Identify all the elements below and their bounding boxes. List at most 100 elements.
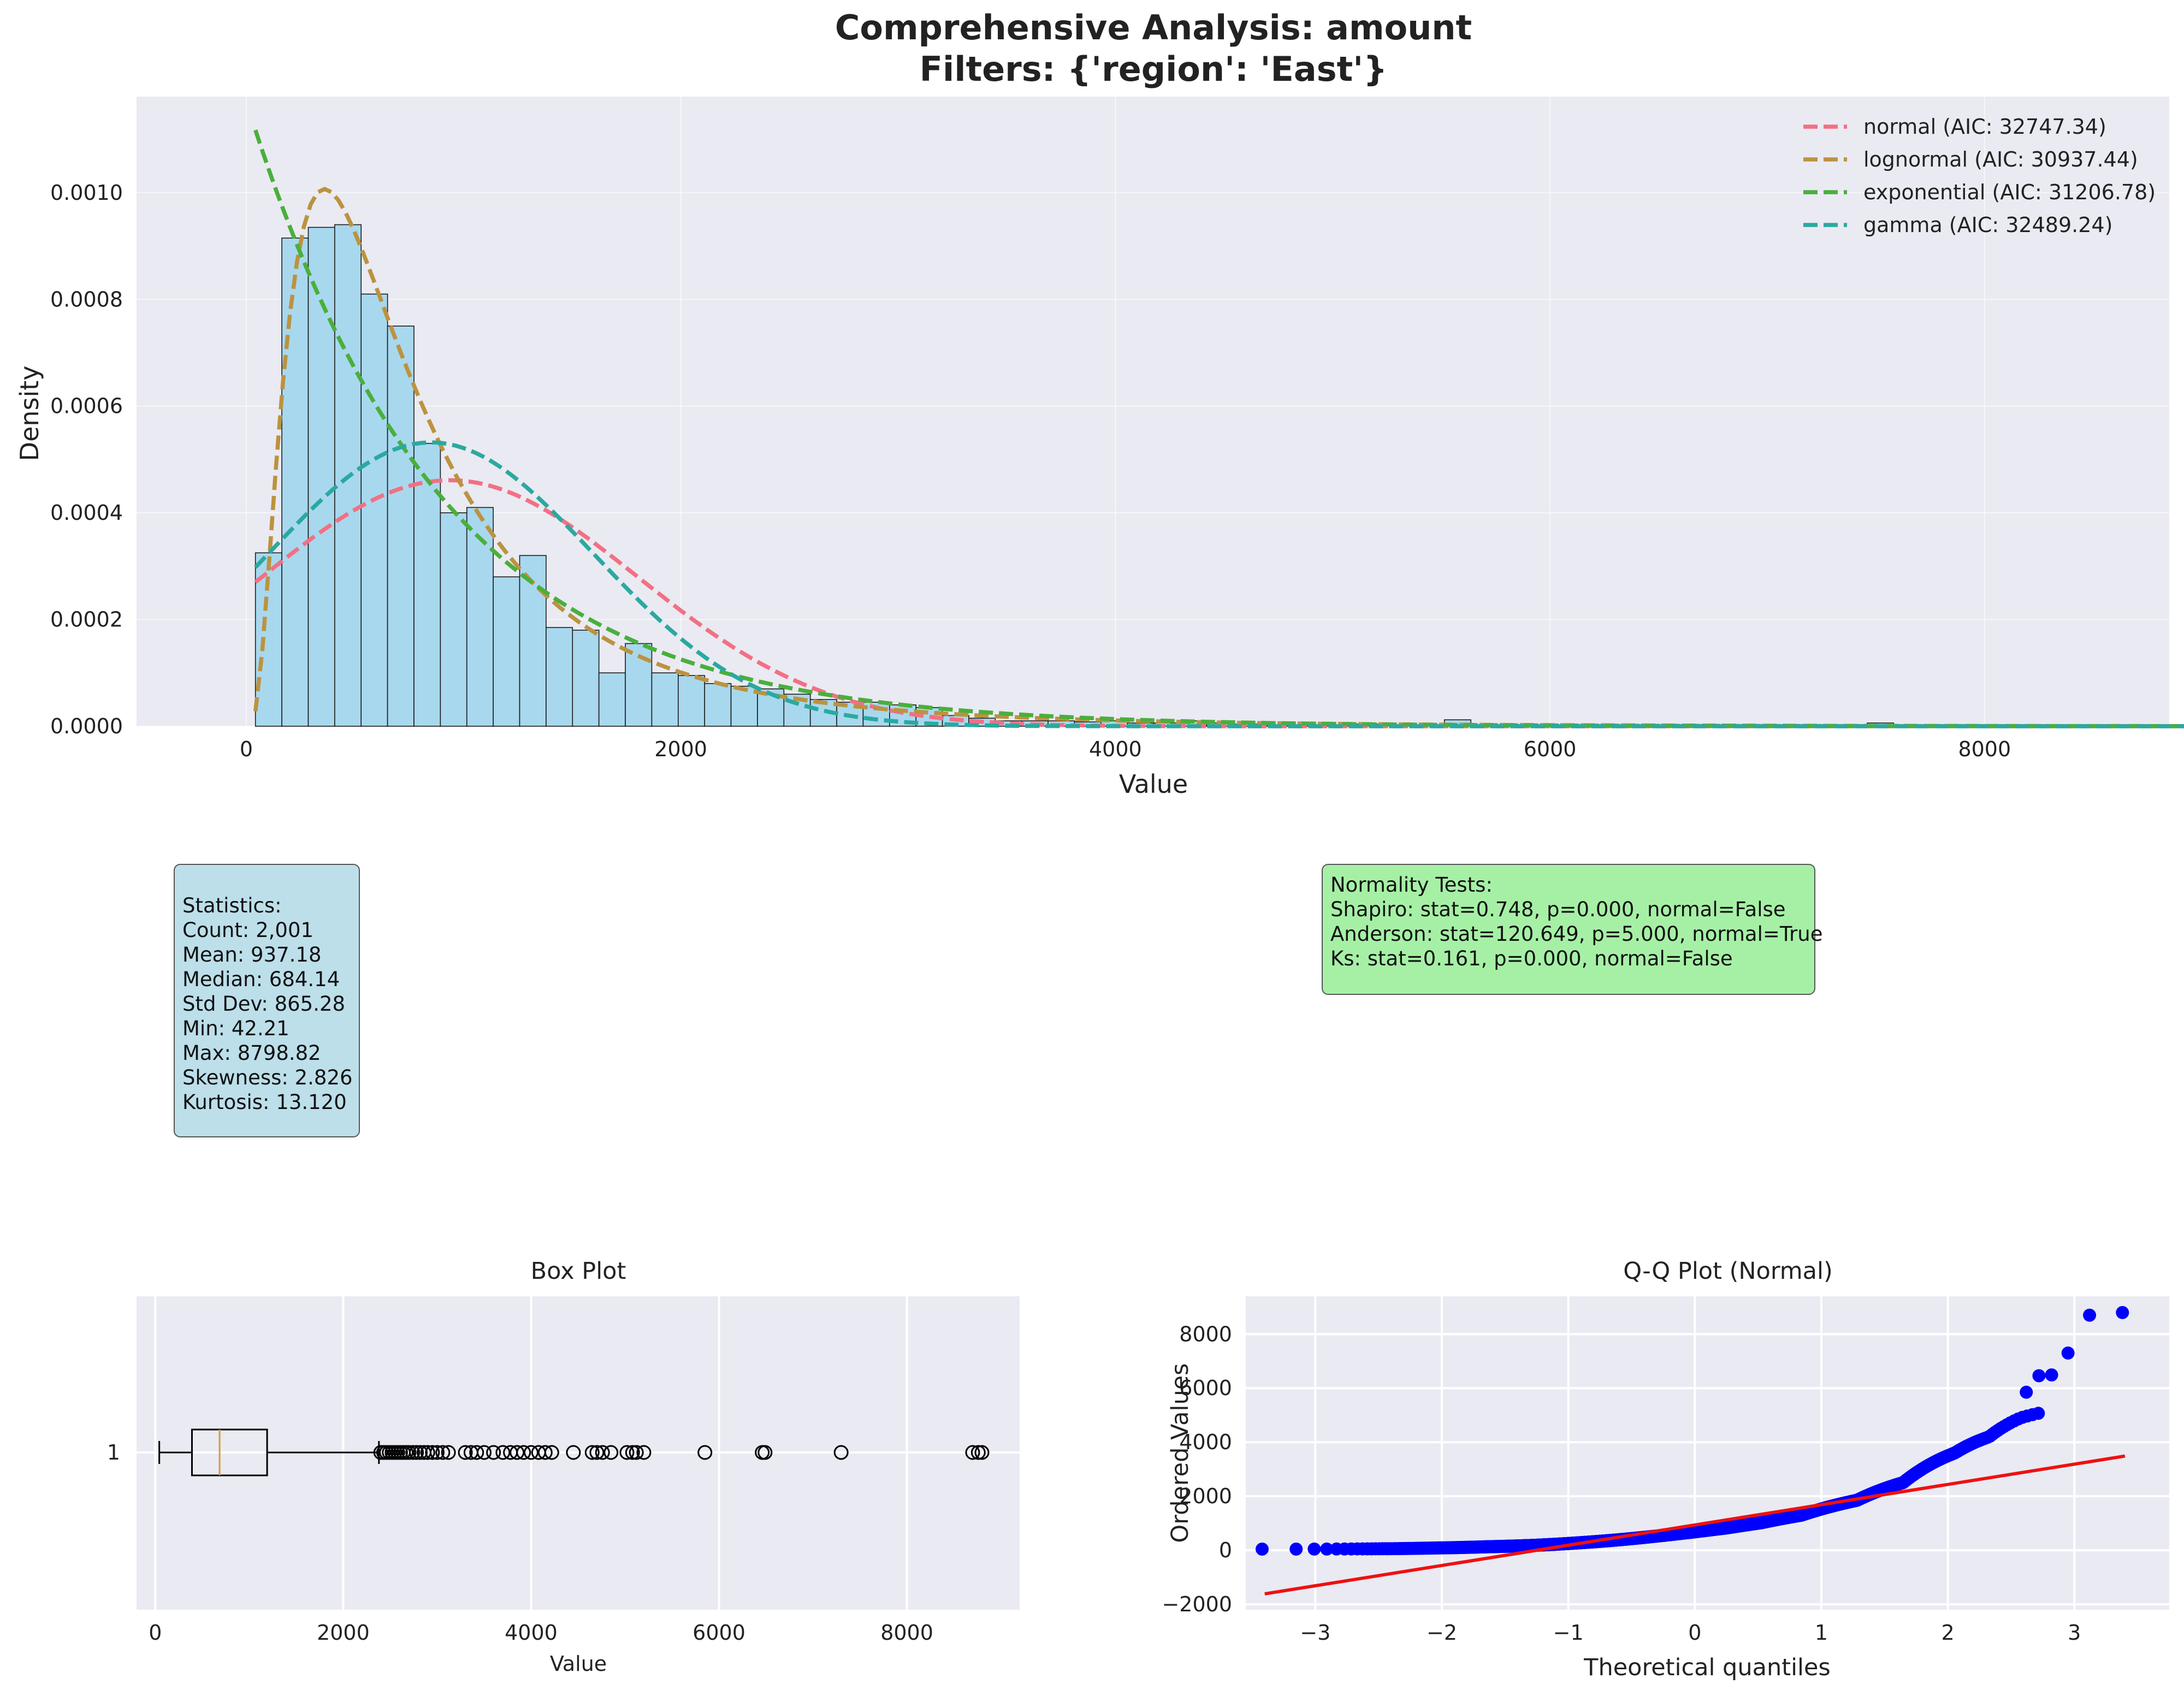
qq-plot-reference-line [1264,1454,2126,1596]
outlier-point [589,1445,605,1460]
x-tick-label: 1 [1815,1621,1828,1645]
figure-title-line-1: Comprehensive Analysis: amount [835,8,1472,48]
qq-point [2032,1369,2046,1383]
qq-fit-line [1264,1454,2126,1596]
x-tick-label: 8000 [1958,737,2011,761]
x-tick-label: 2 [1942,1621,1955,1645]
x-tick-label: 0 [240,737,253,761]
outlier-point [636,1445,652,1460]
normality-line: Normality Tests: [1330,873,1493,897]
x-tick-label: 6000 [1524,737,1577,761]
x-tick-label: 8000 [880,1621,933,1645]
qq-point [2045,1368,2058,1381]
box-plot-panel: Box Plot 0 2000 4000 6000 8000 1 Value [107,1258,1020,1676]
outlier-point [595,1445,610,1460]
histogram-bar [572,630,600,727]
x-tick-label: 4000 [505,1621,558,1645]
outlier-point [584,1445,600,1460]
qq-point [2020,1385,2033,1399]
histogram-x-axis-label: Value [1119,769,1188,799]
histogram-bar [546,627,573,727]
y-tick-label: 4000 [1179,1430,1232,1454]
outlier-point [425,1445,440,1460]
outlier-point [619,1445,635,1460]
outlier-point [523,1445,538,1460]
y-tick-label: 1 [107,1440,120,1464]
stats-line: Mean: 937.18 [182,943,322,966]
qq-plot-y-axis-label: Ordered Values [1167,1363,1194,1543]
outlier-point [486,1445,501,1460]
fitted-distribution-curves [253,129,2184,728]
legend-label: lognormal (AIC: 30937.44) [1863,147,2138,171]
qq-point [2083,1308,2097,1322]
qq-plot-background [1246,1296,2169,1610]
outlier-point [965,1445,980,1460]
outlier-point [697,1445,713,1460]
statistics-summary-box: Statistics: Count: 2,001 Mean: 937.18 Me… [174,864,360,1137]
y-tick-label: 0.0002 [50,608,123,632]
outlier-point [629,1445,644,1460]
x-tick-label: −3 [1300,1621,1330,1645]
histogram-y-ticks: 0.0000 0.0002 0.0004 0.0006 0.0008 0.0010 [50,181,123,738]
outlier-point [544,1445,559,1460]
outlier-point [401,1445,417,1460]
outlier-point [537,1445,553,1460]
y-tick-label: 0.0008 [50,287,123,311]
outlier-point [409,1445,424,1460]
interquartile-box [191,1428,268,1476]
outlier-point [603,1445,619,1460]
histogram-y-axis-label: Density [15,366,44,461]
figure-title-line-2: Filters: {'region': 'East'} [920,49,1388,89]
outlier-point [441,1445,456,1460]
stats-line: Std Dev: 865.28 [182,992,346,1016]
outlier-point [516,1445,531,1460]
outlier-point [974,1445,990,1460]
x-tick-label: −2 [1427,1621,1457,1645]
distribution-histogram-panel: 0 2000 4000 6000 8000 0.00000.00020.00040.00… [15,97,2184,799]
stats-line: Kurtosis: 13.120 [182,1090,347,1114]
x-tick-label: −1 [1553,1621,1584,1645]
stats-line: Statistics: [182,894,282,917]
histogram-bar [440,512,467,727]
outlier-point [469,1445,484,1460]
outlier-point [429,1445,445,1460]
outlier-point [476,1445,492,1460]
qq-point [2061,1346,2075,1360]
qq-plot-ticks: −3 −2 −1 0 1 2 3 −2000 0 2000 4000 6000 8000 [1162,1322,2081,1645]
outlier-point [458,1445,473,1460]
x-tick-label: 0 [149,1621,162,1645]
normality-line: Anderson: stat=120.649, p=5.000, normal=… [1330,922,1823,946]
qq-plot-title: Q-Q Plot (Normal) [1623,1258,1833,1285]
y-tick-label: 2000 [1179,1484,1232,1508]
outlier-point [833,1445,849,1460]
histogram-bar [677,675,705,727]
qq-point [1320,1542,1334,1556]
normality-line: Shapiro: stat=0.748, p=0.000, normal=Fal… [1330,898,1786,921]
qq-point [1289,1543,1303,1556]
y-tick-label: 0.0004 [50,501,123,525]
histogram-legend: normal (AIC: 32747.34) lognormal (AIC: 30… [1803,115,2156,237]
y-tick-label: 6000 [1179,1376,1232,1400]
histogram-bar [493,576,520,727]
y-tick-label: 8000 [1179,1322,1232,1346]
stats-line: Max: 8798.82 [182,1041,321,1065]
box-plot-ticks: 0 2000 4000 6000 8000 1 [107,1440,933,1645]
legend-label: gamma (AIC: 32489.24) [1863,213,2112,237]
legend-label: exponential (AIC: 31206.78) [1863,180,2156,204]
outlier-point [413,1445,428,1460]
outlier-point [566,1445,581,1460]
x-tick-label: 3 [2068,1621,2081,1645]
y-tick-label: 0.0000 [50,714,123,738]
histogram-bar [281,238,309,727]
y-tick-label: −2000 [1162,1592,1232,1616]
legend-label: normal (AIC: 32747.34) [1863,115,2106,139]
y-tick-label: 0 [1219,1538,1232,1562]
outlier-point [625,1445,640,1460]
qq-point [1256,1543,1269,1556]
y-tick-label: 0.0010 [50,181,123,205]
fit-curve-normal [253,440,2184,728]
box-plot-marks [158,1428,990,1476]
x-tick-label: 6000 [693,1621,745,1645]
stats-line: Skewness: 2.826 [182,1066,353,1089]
